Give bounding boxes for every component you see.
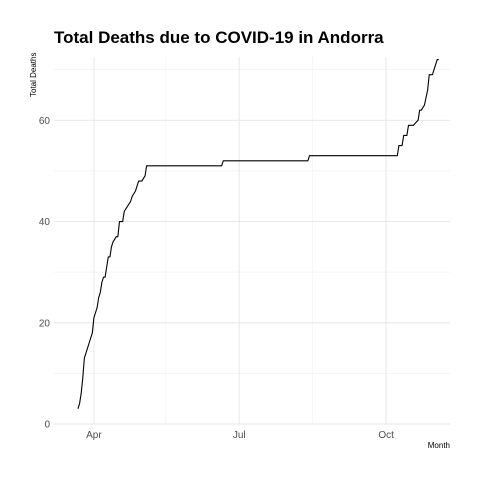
y-tick-label: 60 bbox=[39, 116, 51, 127]
x-axis-title: Month bbox=[428, 441, 450, 450]
x-tick-label: Apr bbox=[86, 430, 102, 441]
y-axis-title: Total Deaths bbox=[29, 53, 38, 97]
y-tick-label: 20 bbox=[39, 318, 51, 329]
x-tick-label: Jul bbox=[233, 430, 246, 441]
y-tick-label: 0 bbox=[44, 420, 50, 431]
y-tick-label: 40 bbox=[39, 217, 51, 228]
grid bbox=[54, 57, 450, 425]
y-tick-labels: 0 20 40 60 bbox=[39, 116, 51, 431]
x-tick-labels: Apr Jul Oct bbox=[86, 430, 394, 441]
x-tick-label: Oct bbox=[378, 430, 394, 441]
series-group bbox=[77, 58, 439, 409]
series-line bbox=[77, 58, 439, 409]
chart-title: Total Deaths due to COVID-19 in Andorra bbox=[54, 28, 384, 47]
